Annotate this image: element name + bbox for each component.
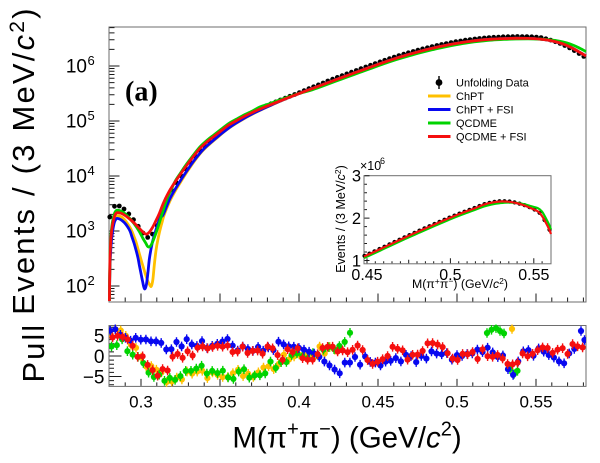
- svg-text:Unfolding Data: Unfolding Data: [456, 78, 530, 90]
- svg-text:4: 4: [88, 163, 95, 178]
- svg-text:−5: −5: [83, 367, 105, 388]
- svg-text:ChPT + FSI: ChPT + FSI: [456, 105, 514, 117]
- svg-text:0: 0: [94, 347, 105, 368]
- svg-text:Events / (3 MeV/c2): Events / (3 MeV/c2): [333, 165, 348, 273]
- svg-text:0.45: 0.45: [351, 267, 382, 284]
- svg-text:×10: ×10: [360, 159, 381, 173]
- svg-text:5: 5: [88, 108, 95, 123]
- svg-text:Pull: Pull: [16, 323, 51, 383]
- svg-text:1: 1: [352, 253, 361, 271]
- svg-text:0.3: 0.3: [129, 393, 153, 412]
- svg-text:10: 10: [66, 57, 87, 78]
- svg-text:2: 2: [352, 210, 361, 228]
- svg-text:0.35: 0.35: [203, 393, 236, 412]
- svg-text:2: 2: [88, 273, 95, 288]
- svg-text:0.55: 0.55: [519, 393, 552, 412]
- svg-text:6: 6: [88, 53, 95, 68]
- svg-text:QCDME: QCDME: [456, 118, 497, 130]
- svg-text:0.5: 0.5: [439, 267, 461, 284]
- svg-text:QCDME + FSI: QCDME + FSI: [456, 132, 527, 144]
- svg-text:3: 3: [88, 218, 95, 233]
- svg-text:Events / (3 MeV/c2): Events / (3 MeV/c2): [6, 6, 41, 314]
- svg-text:0.45: 0.45: [361, 393, 394, 412]
- svg-text:10: 10: [66, 277, 87, 298]
- svg-text:10: 10: [66, 222, 87, 243]
- svg-text:0.4: 0.4: [287, 393, 311, 412]
- svg-text:6: 6: [380, 156, 385, 166]
- svg-text:M(π+π−) (GeV/c2): M(π+π−) (GeV/c2): [232, 419, 461, 455]
- svg-text:0.5: 0.5: [445, 393, 469, 412]
- svg-text:M(π+π−) (GeV/c2): M(π+π−) (GeV/c2): [412, 276, 508, 291]
- svg-text:5: 5: [94, 326, 105, 347]
- svg-text:0.55: 0.55: [518, 267, 549, 284]
- svg-text:(a): (a): [125, 77, 158, 108]
- svg-text:ChPT: ChPT: [456, 91, 484, 103]
- svg-text:10: 10: [66, 167, 87, 188]
- svg-text:10: 10: [66, 112, 87, 133]
- svg-text:3: 3: [352, 168, 361, 186]
